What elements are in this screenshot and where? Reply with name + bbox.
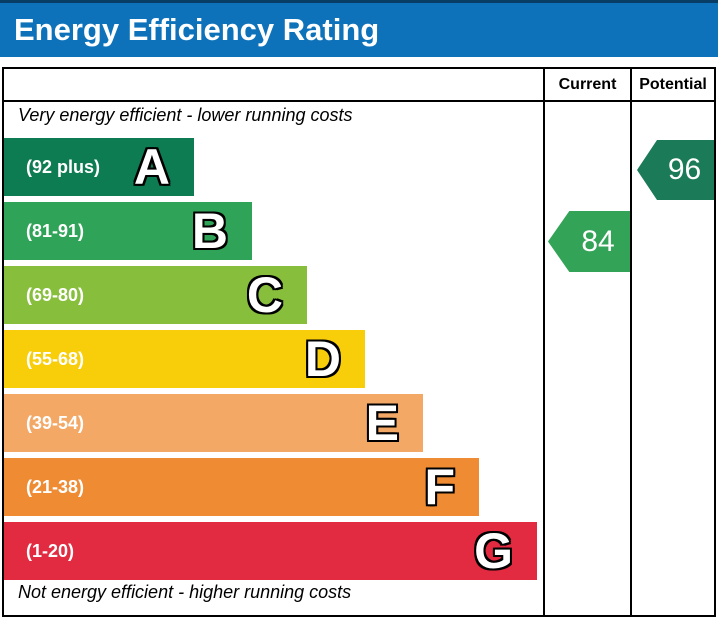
- band-F: (21-38) F: [4, 458, 479, 516]
- header-row-divider: [4, 100, 714, 102]
- column-divider-potential: [630, 69, 632, 615]
- current-column-header: Current: [558, 75, 617, 93]
- band-B: (81-91) B: [4, 202, 252, 260]
- band-A: (92 plus) A: [4, 138, 194, 196]
- band-G: (1-20) G: [4, 522, 537, 580]
- band-range-label: (21-38): [26, 476, 85, 497]
- band-C: (69-80) C: [4, 266, 307, 324]
- band-range-label: (81-91): [26, 220, 85, 241]
- band-letter: G: [474, 523, 513, 579]
- potential-column-header: Potential: [639, 75, 707, 93]
- band-range-label: (69-80): [26, 284, 85, 305]
- band-range-label: (55-68): [26, 348, 85, 369]
- band-range-label: (1-20): [26, 540, 75, 561]
- current-rating-value: 84: [581, 224, 615, 258]
- band-letter: D: [304, 331, 341, 387]
- page-title: Energy Efficiency Rating: [14, 12, 380, 47]
- top-note: Very energy efficient - lower running co…: [18, 105, 353, 125]
- bottom-note: Not energy efficient - higher running co…: [18, 582, 352, 602]
- band-range-label: (39-54): [26, 412, 85, 433]
- title-banner: Energy Efficiency Rating: [0, 0, 718, 57]
- band-letter: C: [246, 267, 283, 323]
- band-letter: A: [133, 139, 170, 195]
- band-letter: B: [191, 203, 228, 259]
- column-divider-current: [543, 69, 545, 615]
- potential-rating-arrow: 96: [637, 140, 714, 200]
- potential-rating-value: 96: [667, 153, 702, 186]
- band-E: (39-54) E: [4, 394, 423, 452]
- current-rating-arrow: 84: [548, 211, 630, 272]
- band-letter: E: [365, 395, 399, 451]
- rating-table: Current Potential Very energy efficient …: [2, 67, 716, 617]
- band-range-label: (92 plus): [26, 156, 101, 177]
- band-letter: F: [424, 459, 455, 515]
- band-D: (55-68) D: [4, 330, 365, 388]
